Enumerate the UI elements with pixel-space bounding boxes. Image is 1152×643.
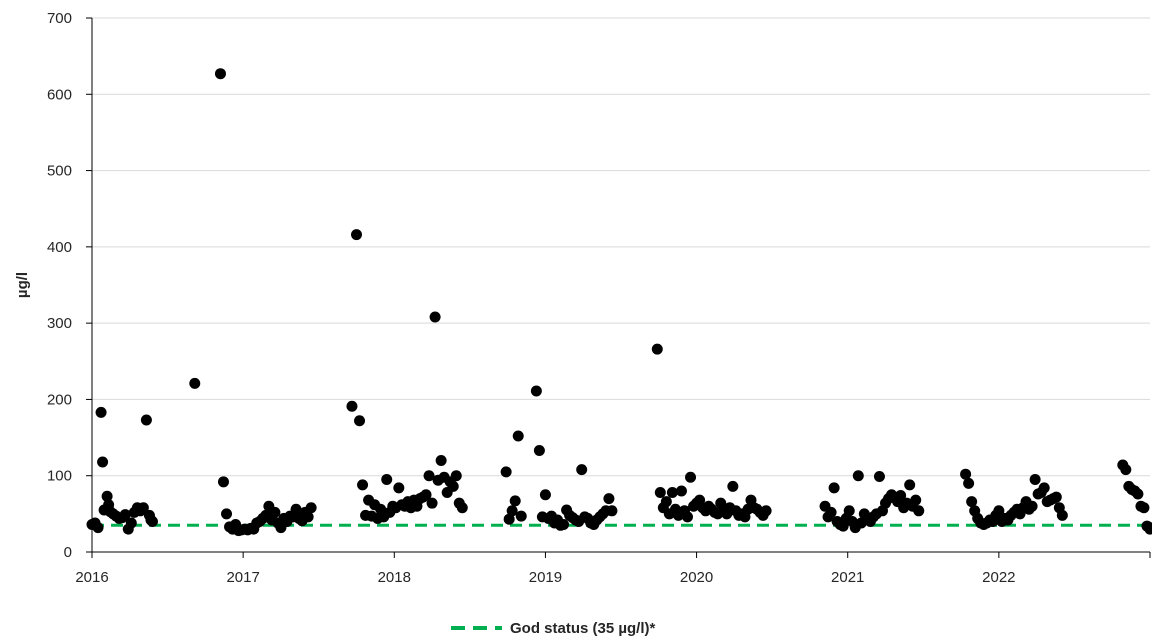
data-point	[420, 489, 432, 501]
x-tick-labels: 2016 2017 2018 2019 2020 2021 2022	[75, 569, 1015, 586]
data-point	[904, 479, 916, 491]
data-point	[423, 470, 435, 482]
data-point	[95, 406, 107, 418]
data-point	[92, 522, 104, 534]
data-point	[666, 486, 678, 498]
data-point	[393, 482, 405, 494]
data-point	[101, 490, 113, 502]
data-point	[682, 511, 694, 523]
data-point	[654, 486, 666, 498]
y-tick-label: 400	[47, 239, 72, 256]
data-point	[269, 506, 281, 518]
data-point	[825, 506, 837, 518]
data-points	[86, 68, 1152, 537]
data-point	[843, 505, 855, 517]
data-point	[1132, 488, 1144, 500]
x-tick-label: 2019	[529, 569, 562, 586]
data-point	[221, 508, 233, 520]
data-point	[302, 511, 314, 523]
data-point	[685, 471, 697, 483]
data-point	[993, 505, 1005, 517]
y-axis-title: µg/l	[14, 272, 31, 298]
data-point	[1138, 502, 1150, 514]
x-tick-label: 2020	[680, 569, 713, 586]
x-tick-label: 2021	[831, 569, 864, 586]
data-point	[727, 480, 739, 492]
data-point	[1056, 509, 1068, 521]
data-point	[426, 497, 438, 509]
data-point	[217, 476, 229, 488]
data-point	[509, 495, 521, 507]
data-point	[760, 505, 772, 517]
data-point	[515, 510, 527, 522]
data-point	[381, 474, 393, 486]
x-tick-label: 2017	[226, 569, 259, 586]
data-point	[576, 464, 588, 476]
data-point	[533, 445, 545, 457]
data-point	[828, 482, 840, 494]
data-point	[960, 468, 972, 480]
y-tick-label: 600	[47, 86, 72, 103]
data-point	[500, 466, 512, 478]
data-point	[1026, 500, 1038, 512]
y-tick-label: 700	[47, 10, 72, 27]
data-point	[603, 493, 615, 505]
data-point	[357, 479, 369, 491]
data-point	[512, 430, 524, 442]
data-point	[539, 489, 551, 501]
data-point	[435, 454, 447, 466]
data-point	[675, 485, 687, 497]
x-tick-label: 2018	[378, 569, 411, 586]
axes	[86, 17, 1151, 558]
data-point	[351, 229, 362, 241]
y-tick-label: 300	[47, 315, 72, 332]
data-point	[354, 415, 366, 427]
legend: God status (35 µg/l)*	[451, 620, 655, 637]
data-point	[456, 502, 468, 514]
data-point	[97, 456, 109, 468]
data-point	[660, 496, 672, 508]
data-point	[1050, 491, 1062, 503]
data-point	[873, 470, 885, 482]
data-point	[558, 519, 570, 531]
data-point	[1029, 474, 1041, 486]
data-point	[895, 490, 907, 502]
data-point	[140, 414, 152, 426]
data-point	[145, 514, 157, 526]
data-point	[966, 496, 978, 508]
data-point	[290, 503, 302, 515]
data-point	[429, 311, 441, 323]
data-point	[913, 505, 925, 517]
data-point	[1120, 464, 1132, 476]
data-point	[1144, 522, 1152, 534]
data-point	[606, 505, 618, 517]
gridlines	[92, 17, 1150, 477]
x-tick-label: 2016	[75, 569, 108, 586]
data-point	[450, 470, 462, 482]
y-tick-labels: 0 100 200 300 400 500 600 700	[47, 10, 72, 561]
data-point	[119, 509, 131, 521]
data-point	[447, 480, 459, 492]
data-point	[852, 470, 864, 482]
data-point	[910, 494, 922, 506]
data-point	[214, 68, 226, 80]
data-point	[530, 385, 542, 397]
data-point	[963, 477, 975, 489]
data-point	[506, 505, 518, 517]
data-point	[305, 502, 317, 514]
legend-label: God status (35 µg/l)*	[510, 620, 655, 637]
data-point	[125, 517, 137, 529]
data-point	[189, 377, 201, 389]
y-tick-label: 0	[64, 544, 72, 561]
x-tick-label: 2022	[982, 569, 1015, 586]
data-point	[346, 400, 358, 412]
y-tick-label: 500	[47, 163, 72, 180]
y-tick-label: 100	[47, 468, 72, 485]
data-point	[137, 502, 149, 514]
data-point	[503, 513, 515, 525]
data-point	[651, 343, 663, 355]
data-point	[1038, 482, 1050, 494]
y-tick-label: 200	[47, 391, 72, 408]
